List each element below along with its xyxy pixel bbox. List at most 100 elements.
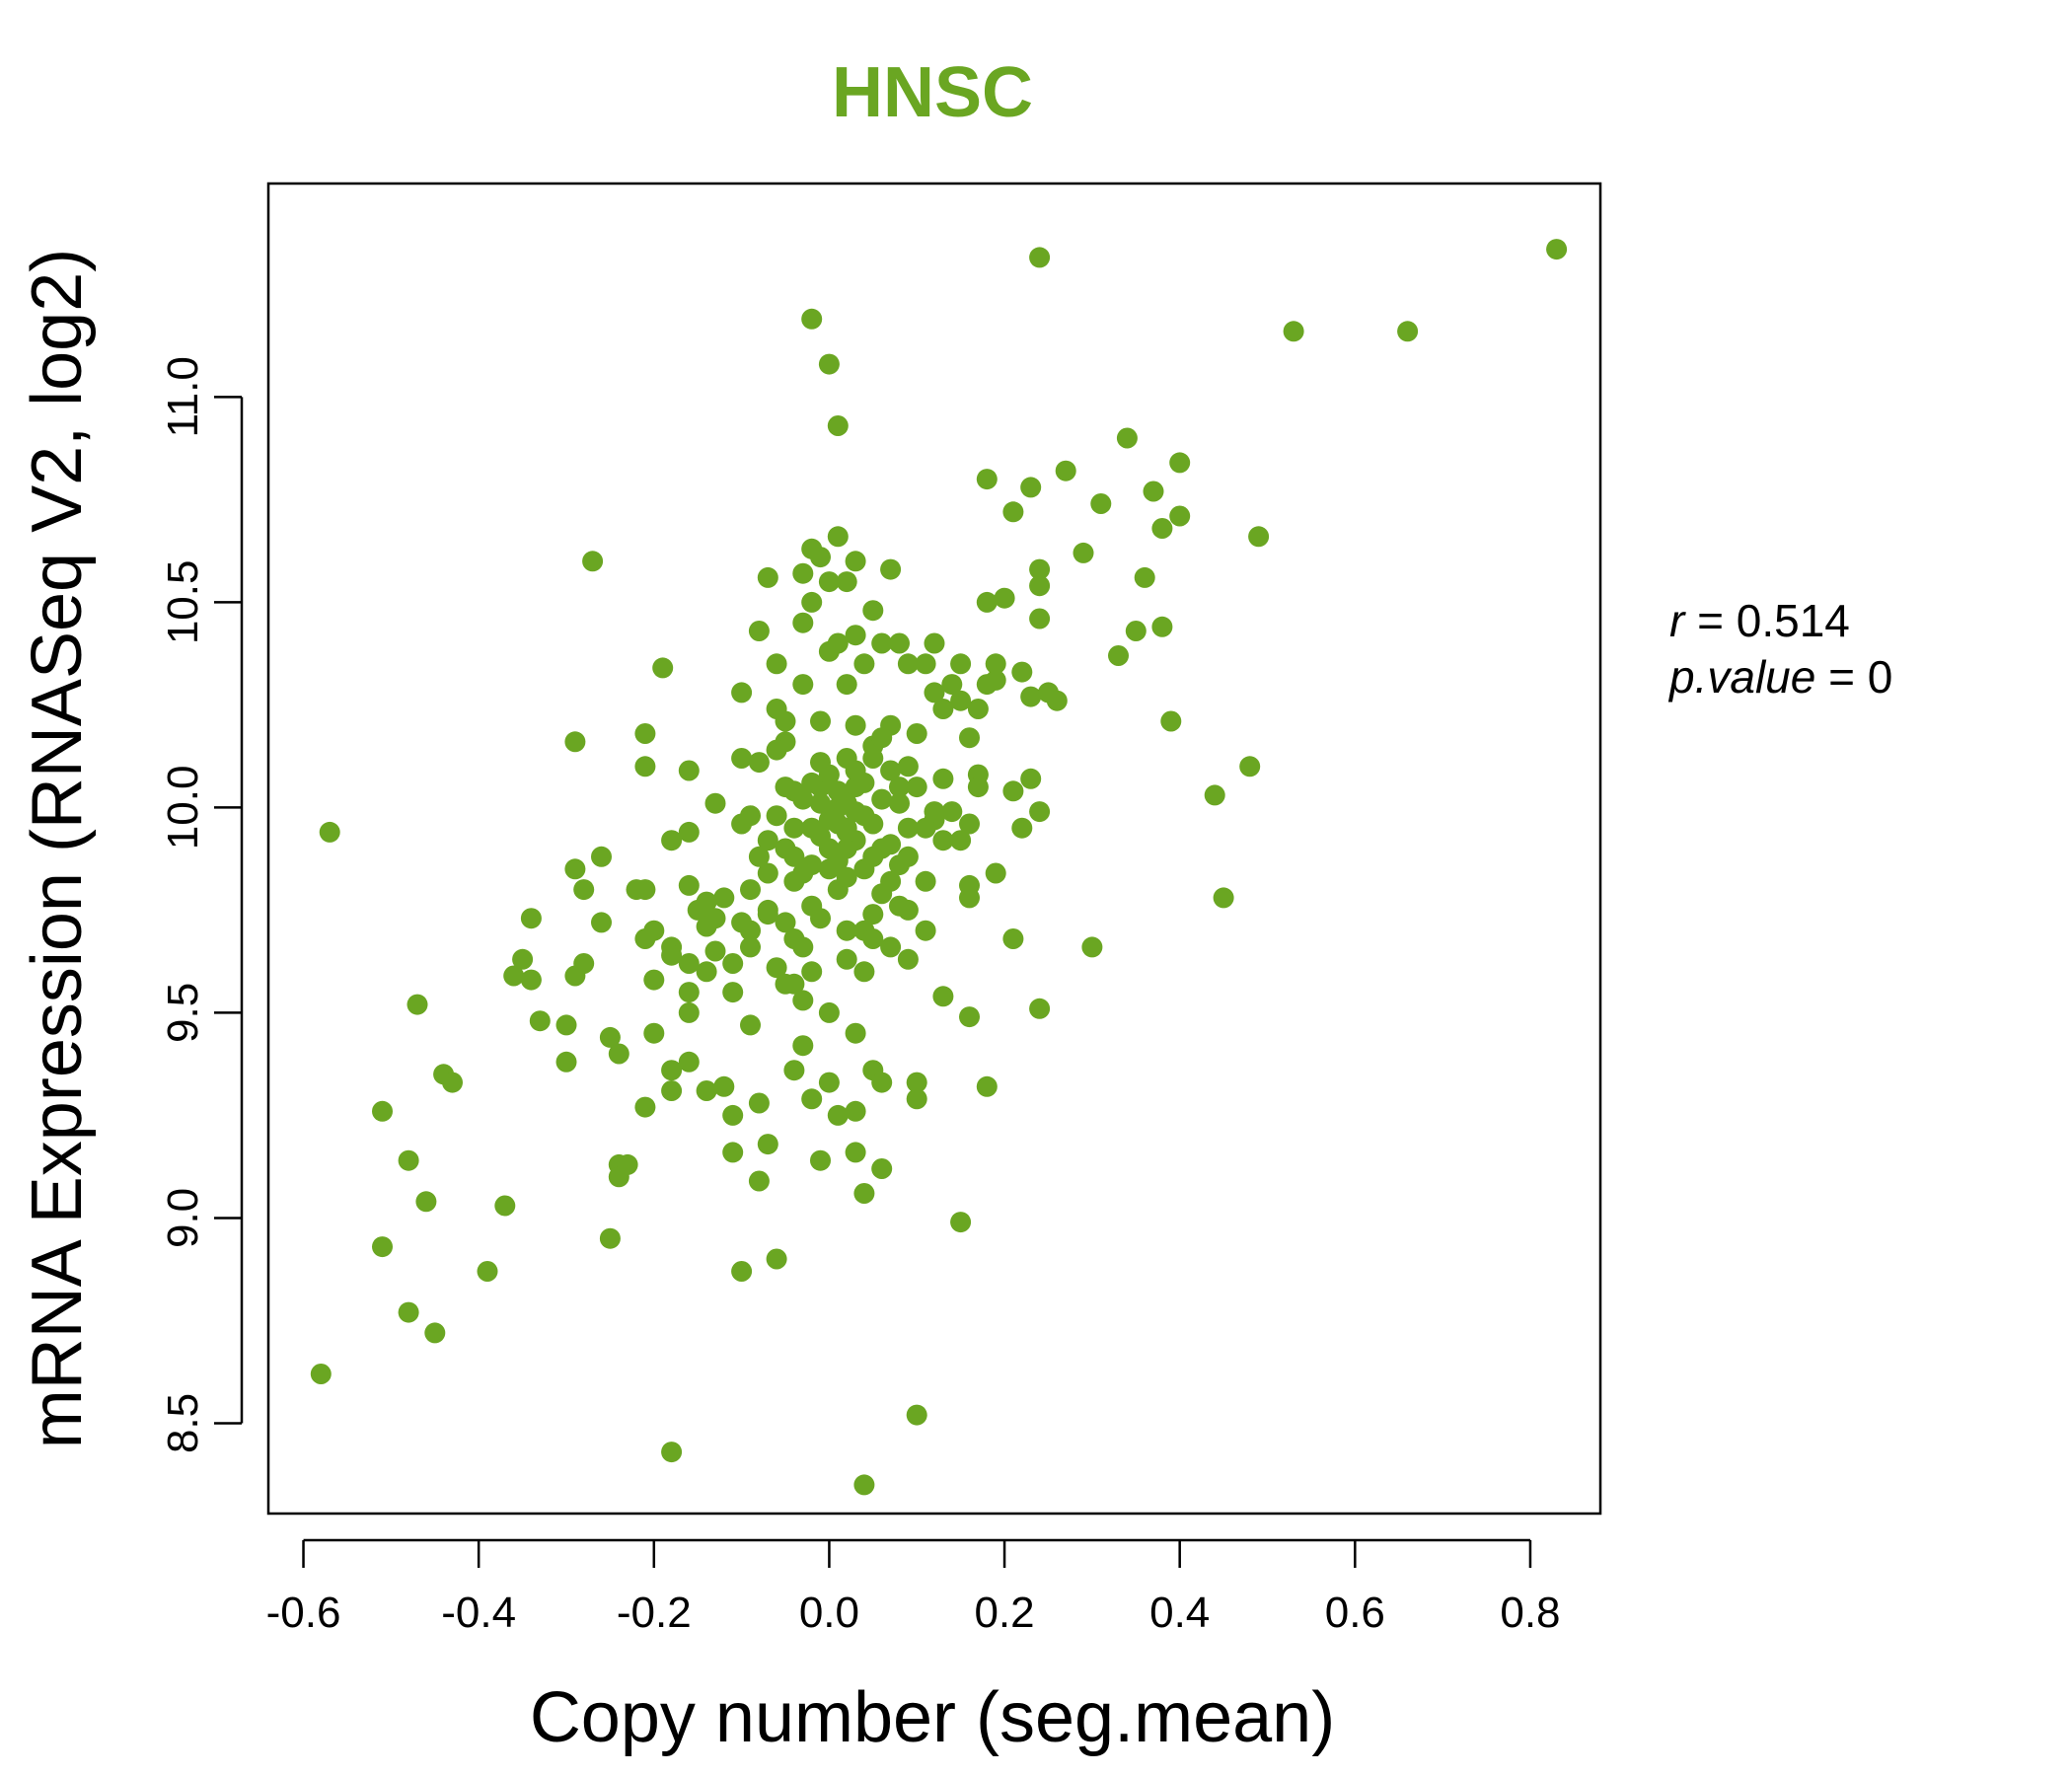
data-point <box>827 1104 849 1126</box>
data-point <box>976 1075 998 1097</box>
data-point <box>1134 566 1155 588</box>
data-point <box>880 760 902 781</box>
data-point <box>731 1261 753 1282</box>
data-point <box>906 777 927 798</box>
data-point <box>853 1183 875 1204</box>
data-points <box>310 239 1568 1496</box>
data-point <box>372 1236 393 1258</box>
data-point <box>906 1404 927 1426</box>
data-point <box>801 308 823 330</box>
data-point <box>319 821 340 843</box>
data-point <box>1143 481 1164 502</box>
data-point <box>722 953 744 974</box>
data-point <box>845 1022 866 1044</box>
y-tick-label: 9.5 <box>159 983 207 1043</box>
data-point <box>871 632 893 654</box>
x-tick-label: -0.2 <box>617 1589 692 1637</box>
data-point <box>985 669 1006 691</box>
data-point <box>845 760 866 781</box>
data-point <box>512 948 534 970</box>
data-point <box>889 777 910 798</box>
data-point <box>801 961 823 983</box>
data-point <box>722 1142 744 1163</box>
data-point <box>1020 768 1042 789</box>
data-point <box>827 526 849 548</box>
data-point <box>889 792 910 814</box>
data-point <box>564 858 586 880</box>
data-point <box>871 727 893 749</box>
data-point <box>582 551 604 572</box>
data-point <box>897 653 919 675</box>
data-point <box>678 821 700 843</box>
data-point <box>792 562 814 584</box>
data-point <box>1204 784 1225 806</box>
data-point <box>950 690 972 711</box>
data-point <box>985 653 1006 675</box>
y-axis: 8.5 9.0 9.5 10.0 10.5 11.0 <box>159 356 244 1453</box>
data-point <box>1116 427 1138 449</box>
data-point <box>634 756 656 777</box>
data-point <box>713 1075 735 1097</box>
data-point <box>757 862 778 884</box>
data-point <box>818 571 840 593</box>
data-point <box>967 699 989 719</box>
data-point <box>941 801 963 823</box>
r-equals: = <box>1684 595 1736 646</box>
data-point <box>696 916 717 937</box>
data-point <box>1020 477 1042 498</box>
data-point <box>915 653 936 675</box>
data-point <box>1283 321 1304 342</box>
data-point <box>994 587 1015 609</box>
data-point <box>862 748 884 769</box>
data-point <box>555 1051 577 1073</box>
data-point <box>713 887 735 909</box>
data-point <box>906 1088 927 1110</box>
data-point <box>573 879 595 901</box>
data-point <box>643 920 665 941</box>
data-point <box>845 801 866 823</box>
data-point <box>889 632 910 654</box>
data-point <box>503 965 525 987</box>
data-point <box>1239 756 1261 777</box>
data-point <box>740 936 761 958</box>
data-point <box>950 1212 972 1233</box>
data-point <box>871 788 893 810</box>
data-point <box>959 887 980 909</box>
data-point <box>818 353 840 375</box>
data-point <box>792 862 814 884</box>
data-point <box>1397 321 1419 342</box>
data-point <box>1081 936 1103 958</box>
data-point <box>897 756 919 777</box>
data-point <box>853 961 875 983</box>
data-point <box>836 674 857 696</box>
data-point <box>678 760 700 781</box>
data-point <box>661 830 683 851</box>
data-point <box>748 846 770 867</box>
data-point <box>810 710 831 732</box>
data-point <box>792 936 814 958</box>
data-point <box>608 1043 629 1065</box>
data-point <box>792 674 814 696</box>
data-point <box>1169 452 1191 474</box>
x-axis-title: Copy number (seg.mean) <box>530 1678 1335 1757</box>
data-point <box>731 912 753 933</box>
data-point <box>731 748 753 769</box>
data-point <box>494 1195 516 1217</box>
data-point <box>897 948 919 970</box>
data-point <box>740 805 761 827</box>
data-point <box>827 632 849 654</box>
data-point <box>836 571 857 593</box>
data-point <box>599 1227 621 1249</box>
y-tick-label: 10.5 <box>159 560 207 645</box>
data-point <box>792 788 814 810</box>
data-point <box>818 1001 840 1023</box>
x-tick-label: -0.6 <box>266 1589 341 1637</box>
data-point <box>871 1072 893 1093</box>
data-point <box>792 612 814 633</box>
data-point <box>1055 460 1076 481</box>
data-point <box>792 1035 814 1057</box>
data-point <box>1090 493 1112 514</box>
data-point <box>661 1080 683 1101</box>
data-point <box>1073 542 1094 563</box>
data-point <box>555 1014 577 1036</box>
